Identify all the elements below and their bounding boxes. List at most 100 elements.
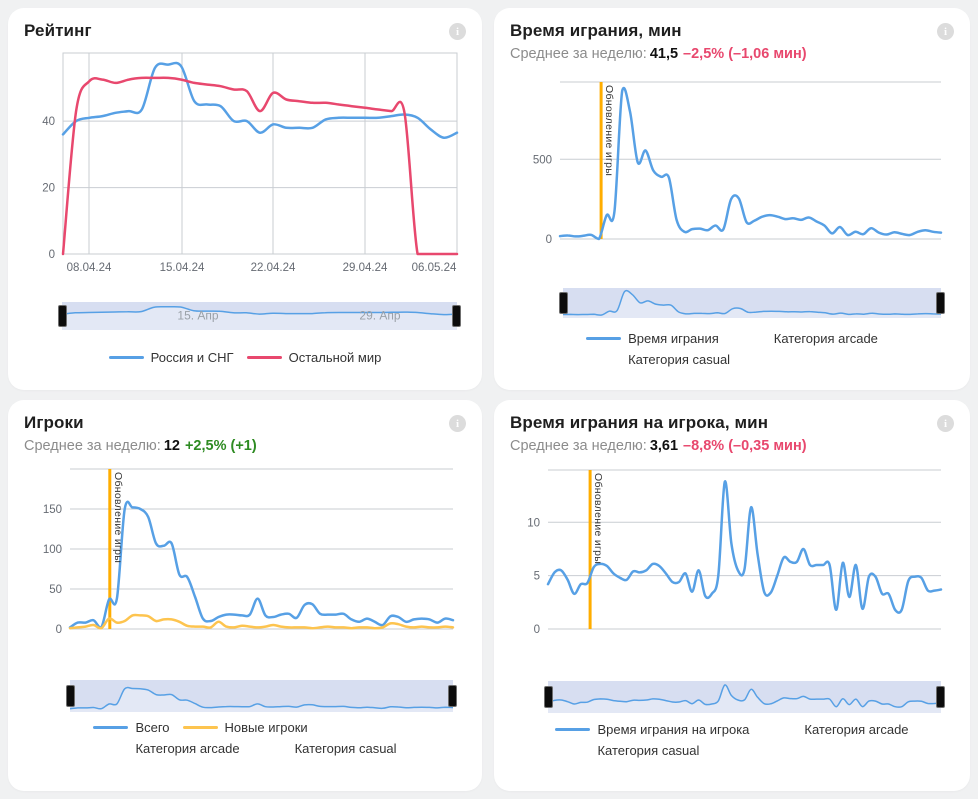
series-line bbox=[61, 61, 459, 139]
legend-item[interactable]: Остальной мир bbox=[246, 350, 382, 365]
slider-mini-chart bbox=[70, 686, 453, 712]
legend-marker bbox=[732, 337, 767, 340]
legend-row: Время играния Категория arcade bbox=[586, 331, 878, 346]
weekly-average-delta: +2,5% (+1) bbox=[184, 438, 257, 454]
slider-handle-left[interactable] bbox=[66, 685, 75, 707]
range-slider[interactable] bbox=[548, 681, 941, 713]
panel-title: Время играния, мин bbox=[510, 21, 682, 40]
playtime-chart[interactable]: 0 500 bbox=[494, 8, 970, 390]
legend-label: Категория arcade bbox=[135, 741, 240, 756]
legend-label: Категория arcade bbox=[773, 331, 878, 346]
legend-item[interactable]: Категория arcade bbox=[93, 741, 239, 756]
info-icon[interactable]: i bbox=[937, 23, 954, 40]
legend-marker bbox=[246, 356, 282, 359]
update-line-label: Обновление игры bbox=[603, 85, 616, 177]
slider-date-label: 15. Апр bbox=[177, 308, 219, 323]
weekly-average-label: Среднее за неделю: bbox=[510, 438, 647, 454]
panel-playtime: Время играния, мин i Среднее за неделю: 4… bbox=[494, 8, 970, 390]
legend-item[interactable]: Категория casual bbox=[586, 352, 730, 367]
legend-item[interactable]: Категория arcade bbox=[762, 722, 908, 737]
legend-marker bbox=[182, 726, 218, 729]
legend-label: Категория casual bbox=[628, 352, 731, 367]
slider-handle-right[interactable] bbox=[452, 305, 461, 327]
slider-mini-area bbox=[548, 684, 941, 713]
series-line bbox=[558, 86, 943, 241]
legend-label: Время играния на игрока bbox=[597, 722, 750, 737]
slider-handle-left[interactable] bbox=[559, 292, 568, 314]
legend-label: Всего bbox=[135, 720, 170, 735]
legend: Всего Новые игроки Категория arcade Категор… bbox=[8, 720, 482, 762]
x-tick-label: 22.04.24 bbox=[251, 262, 296, 274]
slider-mini-area bbox=[70, 687, 453, 712]
plot-border bbox=[62, 52, 458, 255]
slider-mini-line bbox=[62, 305, 457, 316]
slider-handle-right[interactable] bbox=[936, 292, 945, 314]
legend-label: Остальной мир bbox=[288, 350, 382, 365]
y-tick-label: 500 bbox=[533, 154, 552, 166]
slider-mini-line bbox=[548, 684, 941, 708]
x-tick-label: 06.05.24 bbox=[412, 262, 457, 274]
rating-chart[interactable]: 0 20 40 08.04.24 15.04.24 22.04.24 29.04.24 06.… bbox=[8, 8, 482, 390]
slider-handle-right[interactable] bbox=[448, 685, 457, 707]
y-tick-label: 150 bbox=[43, 504, 62, 516]
panel-playtime-per-player: Время играния на игрока, мин i Среднее з… bbox=[494, 400, 970, 791]
slider-handle-left[interactable] bbox=[544, 686, 553, 708]
panel-players: Игроки i Среднее за неделю: 12 +2,5% (+1) … bbox=[8, 400, 482, 791]
y-tick-label: 50 bbox=[49, 584, 62, 596]
weekly-average-delta: –8,8% (–0,35 мин) bbox=[683, 438, 807, 454]
range-slider[interactable] bbox=[70, 680, 453, 712]
legend-label: Категория casual bbox=[597, 743, 700, 758]
weekly-average-label: Среднее за неделю: bbox=[510, 46, 647, 62]
range-slider[interactable]: 15. Апр 29. Апр bbox=[62, 302, 457, 330]
legend-row: Категория casual bbox=[586, 352, 878, 367]
weekly-average-label: Среднее за неделю: bbox=[24, 438, 161, 454]
y-tick-label: 100 bbox=[43, 544, 62, 556]
legend-box: Время играния Категория arcade Категория c… bbox=[586, 331, 878, 373]
info-icon[interactable]: i bbox=[449, 23, 466, 40]
legend-label: Категория arcade bbox=[804, 722, 909, 737]
legend-label: Новые игроки bbox=[224, 720, 308, 735]
panel-title: Время играния на игрока, мин bbox=[510, 413, 769, 432]
legend-marker bbox=[762, 728, 797, 731]
info-icon-glyph: i bbox=[943, 25, 948, 38]
legend-box: Россия и СНГ Остальной мир bbox=[108, 350, 382, 371]
legend-item[interactable]: Категория casual bbox=[555, 743, 699, 758]
playtime-per-player-chart[interactable]: 0 5 10 bbox=[494, 400, 970, 791]
range-slider[interactable] bbox=[563, 288, 941, 318]
series-line bbox=[546, 480, 943, 614]
slider-handle-left[interactable] bbox=[58, 305, 67, 327]
slider-mini-line bbox=[563, 289, 941, 316]
legend-marker bbox=[253, 747, 288, 750]
slider-handle-right[interactable] bbox=[936, 686, 945, 708]
legend-row: Всего Новые игроки bbox=[93, 720, 396, 735]
slider-mini-chart bbox=[548, 684, 941, 713]
y-tick-label: 0 bbox=[534, 624, 540, 636]
slider-mini-chart bbox=[563, 289, 941, 318]
slider-mini-chart bbox=[62, 305, 457, 330]
weekly-average-value: 41,5 bbox=[649, 46, 679, 62]
legend: Россия и СНГ Остальной мир bbox=[8, 346, 482, 371]
update-line-label: Обновление игры bbox=[592, 473, 605, 565]
legend-item[interactable]: Всего bbox=[93, 720, 170, 735]
legend-item[interactable]: Категория arcade bbox=[732, 331, 878, 346]
info-icon[interactable]: i bbox=[937, 415, 954, 432]
info-icon-glyph: i bbox=[455, 417, 460, 430]
legend-item[interactable]: Категория casual bbox=[253, 741, 397, 756]
legend-item[interactable]: Время играния bbox=[586, 331, 719, 346]
weekly-average: Среднее за неделю: 3,61 –8,8% (–0,35 мин) bbox=[510, 438, 807, 454]
legend-row: Россия и СНГ Остальной мир bbox=[108, 350, 382, 365]
legend: Время играния на игрока Категория arcade К… bbox=[494, 722, 970, 764]
y-tick-label: 5 bbox=[534, 571, 540, 583]
legend-item[interactable]: Новые игроки bbox=[182, 720, 308, 735]
players-chart[interactable]: 0 50 100 150 bbox=[8, 400, 482, 791]
update-line-label: Обновление игры bbox=[111, 472, 124, 564]
info-icon[interactable]: i bbox=[449, 415, 466, 432]
legend-item[interactable]: Россия и СНГ bbox=[108, 350, 234, 365]
info-icon-glyph: i bbox=[943, 417, 948, 430]
series-line bbox=[68, 613, 455, 630]
legend-marker bbox=[108, 356, 144, 359]
legend-box: Всего Новые игроки Категория arcade Категор… bbox=[93, 720, 397, 762]
y-tick-label: 40 bbox=[42, 116, 55, 128]
legend-label: Россия и СНГ bbox=[150, 350, 234, 365]
legend-item[interactable]: Время играния на игрока bbox=[555, 722, 749, 737]
